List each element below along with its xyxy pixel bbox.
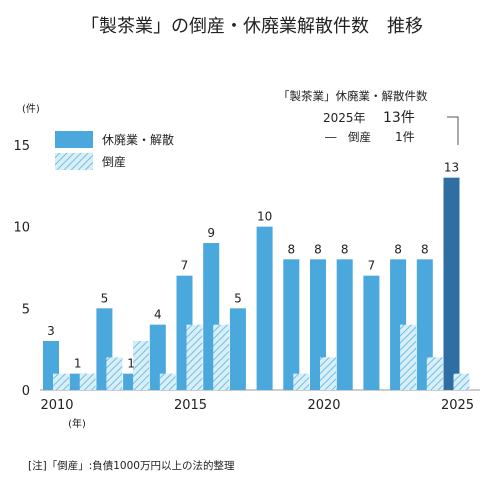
x-tick-label: 2010 — [40, 398, 73, 413]
bar-kyuhaigyo — [256, 226, 273, 390]
annotation-value-kyuhaigyo: 13件 — [383, 110, 415, 126]
bar-kyuhaigyo — [336, 259, 353, 390]
bar-kyuhaigyo — [443, 177, 460, 390]
bar-tosan — [426, 357, 443, 390]
x-axis-label: (年) — [68, 417, 86, 430]
annotation-value-tosan: 1件 — [395, 130, 415, 144]
y-tick-label: 10 — [13, 221, 30, 236]
data-label: 5 — [234, 291, 242, 305]
bar-tosan — [79, 373, 96, 390]
annotation-heading: 「製茶業」休廃業・解散件数 — [278, 89, 428, 103]
legend-label-kyuhaigyo: 休廃業・解散 — [102, 132, 174, 147]
data-label: 8 — [341, 242, 349, 256]
data-label: 8 — [394, 242, 402, 256]
legend-swatch-tosan — [55, 153, 93, 170]
bar-tosan — [400, 324, 417, 390]
x-tick-label: 2015 — [174, 398, 207, 413]
data-label: 3 — [47, 324, 55, 338]
x-tick-label: 2020 — [307, 398, 340, 413]
data-label: 8 — [314, 242, 322, 256]
data-label: 8 — [421, 242, 429, 256]
data-label: 13 — [444, 161, 459, 175]
chart-title: 「製茶業」の倒産・休廃業解散件数 推移 — [81, 16, 423, 37]
data-label: 7 — [181, 259, 189, 273]
x-tick-label: 2025 — [441, 398, 474, 413]
bar-tosan — [453, 373, 470, 390]
bar-tosan — [133, 341, 150, 390]
data-label: 7 — [368, 259, 376, 273]
bar-tosan — [53, 373, 69, 390]
data-label: 8 — [287, 242, 295, 256]
data-label: 5 — [101, 291, 109, 305]
footnote: [注]「倒産」:負債1000万円以上の法的整理 — [28, 460, 235, 472]
bar-tosan — [106, 357, 123, 390]
y-tick-label: 0 — [22, 384, 30, 399]
data-label: 4 — [154, 308, 162, 322]
data-label: 1 — [74, 357, 82, 371]
legend-label-tosan: 倒産 — [102, 154, 126, 169]
bar-kyuhaigyo — [363, 275, 380, 390]
annotation-tosan-label: ― 倒産 — [325, 130, 371, 144]
y-tick-label: 5 — [22, 302, 30, 317]
annotation-year: 2025年 — [323, 111, 366, 125]
y-tick-label: 15 — [13, 139, 30, 154]
bar-tosan — [213, 324, 230, 390]
bar-tosan — [159, 373, 176, 390]
y-axis-label: (件) — [22, 103, 40, 115]
bar-tosan — [293, 373, 310, 390]
legend-swatch-kyuhaigyo — [55, 131, 93, 148]
bar-tosan — [186, 324, 203, 390]
bar-kyuhaigyo — [283, 259, 300, 390]
data-label: 1 — [127, 357, 135, 371]
bar-tosan — [320, 357, 336, 390]
data-label: 9 — [207, 226, 215, 240]
data-label: 10 — [257, 210, 272, 224]
bar-kyuhaigyo — [229, 308, 246, 390]
annotation-connector — [447, 116, 459, 145]
